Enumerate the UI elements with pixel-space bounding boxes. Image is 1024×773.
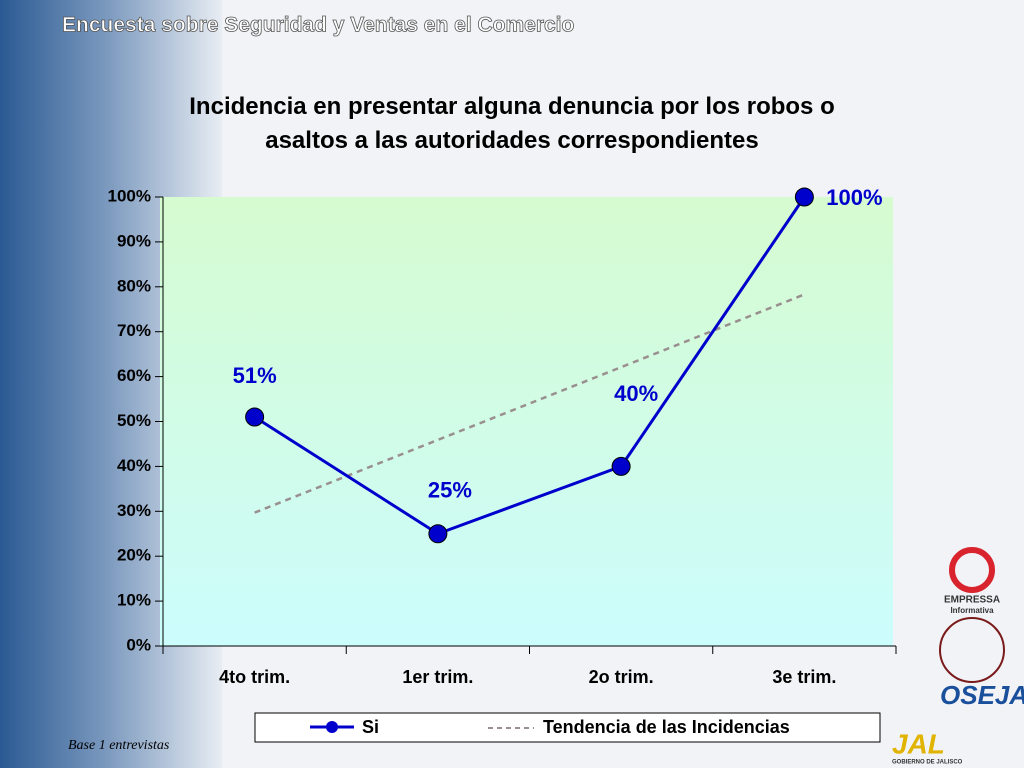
logo-text: Informativa xyxy=(950,606,994,615)
legend-swatch xyxy=(326,721,338,733)
chart-title: Incidencia en presentar alguna denuncia … xyxy=(189,93,834,154)
x-tick-label: 3e trim. xyxy=(772,667,836,687)
header-title: Encuesta sobre Seguridad y Ventas en el … xyxy=(62,14,574,37)
y-tick-label: 80% xyxy=(117,276,151,295)
series-line xyxy=(253,196,806,536)
y-tick-label: 70% xyxy=(117,321,151,340)
data-label: 100% xyxy=(826,185,882,210)
logo-icon xyxy=(949,547,995,593)
y-tick-label: 10% xyxy=(117,591,151,610)
x-tick-label: 4to trim. xyxy=(219,667,290,687)
logo-text: OSEJAL xyxy=(940,680,1024,710)
x-tick-label: 1er trim. xyxy=(402,667,473,687)
y-tick-label: 0% xyxy=(126,635,151,654)
logo-text: JAL xyxy=(892,728,945,759)
data-label: 51% xyxy=(233,363,277,388)
y-tick-label: 40% xyxy=(117,456,151,475)
plot-area xyxy=(160,197,893,646)
legend-label: Tendencia de las Incidencias xyxy=(543,717,790,737)
legend xyxy=(254,712,881,743)
data-label: 40% xyxy=(614,381,658,406)
y-tick-label: 30% xyxy=(117,501,151,520)
data-label: 25% xyxy=(428,478,472,503)
y-tick-label: 50% xyxy=(117,411,151,430)
logo-text: GOBIERNO DE JALISCO xyxy=(892,760,963,766)
logos: EMPRESSA Informativa OSEJAL JAL GOBIERNO… xyxy=(892,547,1024,766)
point xyxy=(245,407,265,427)
y-tick-label: 20% xyxy=(117,546,151,565)
logo-text: EMPRESSA xyxy=(944,595,1000,606)
chart-title-text: asaltos a las autoridades correspondient… xyxy=(265,127,759,154)
logo-icon xyxy=(939,617,1005,683)
legend-label: Si xyxy=(362,717,379,737)
y-tick-label: 60% xyxy=(117,366,151,385)
footnote: Base 1 entrevistas xyxy=(68,738,170,753)
point xyxy=(611,456,631,476)
point xyxy=(428,524,448,544)
y-tick-label: 100% xyxy=(108,186,151,205)
y-tick-label: 90% xyxy=(117,231,151,250)
point xyxy=(794,187,814,207)
x-tick-label: 2o trim. xyxy=(589,667,654,687)
chart-title-text: Incidencia en presentar alguna denuncia … xyxy=(189,93,834,120)
